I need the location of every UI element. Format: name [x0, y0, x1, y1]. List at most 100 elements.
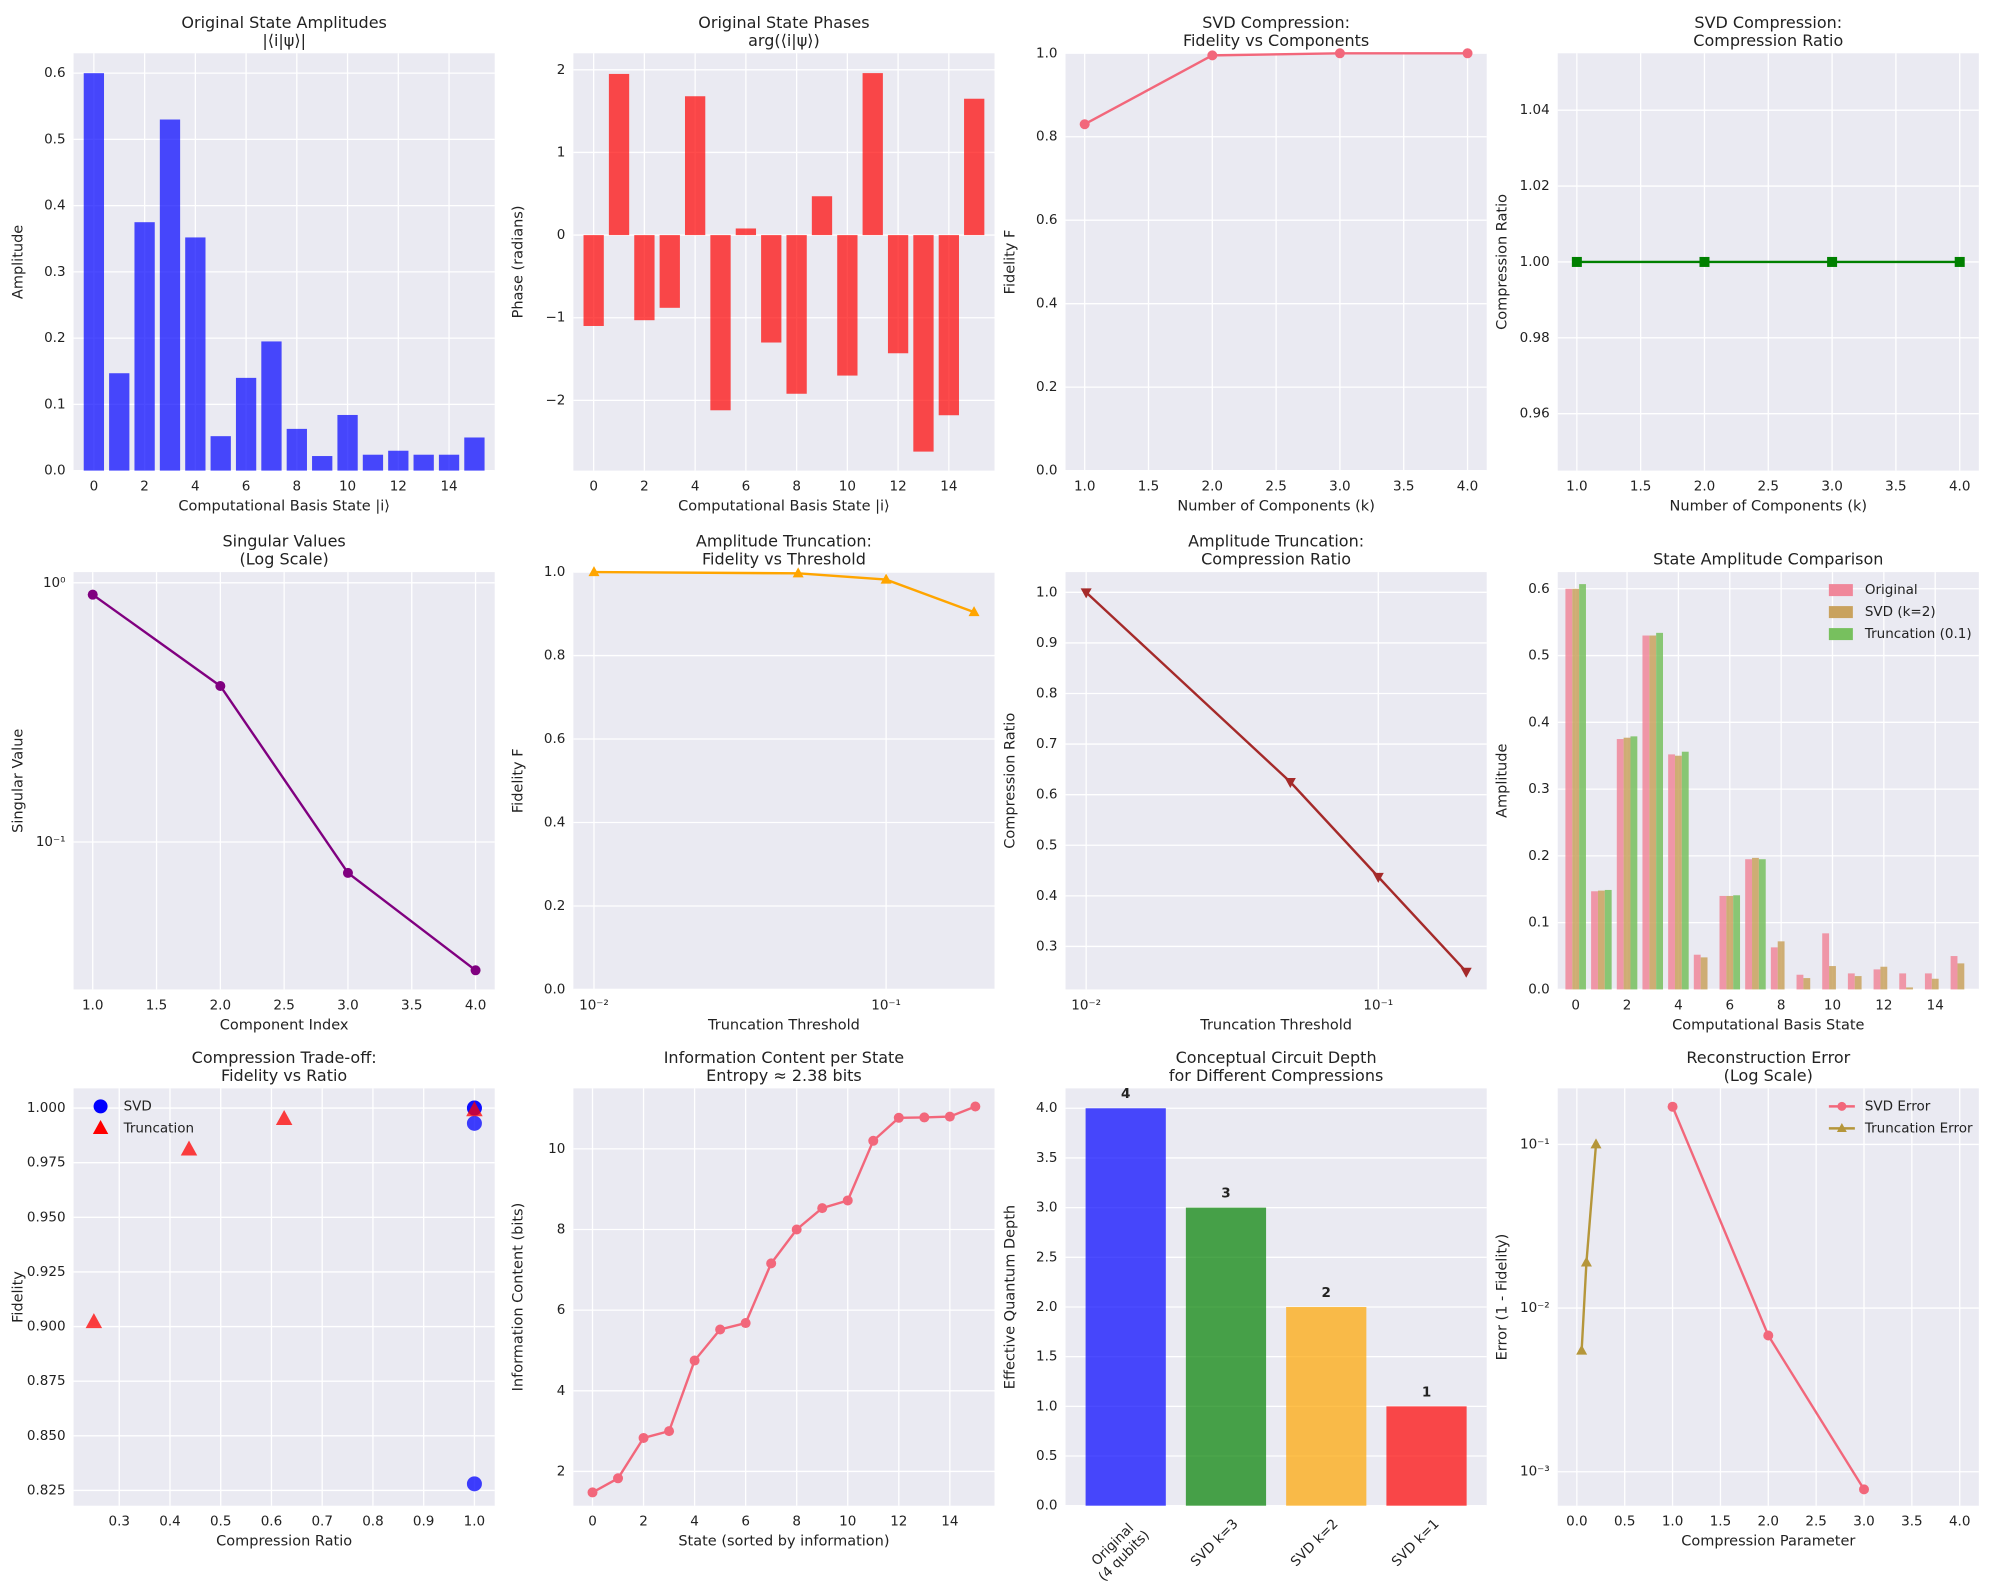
x-axis-label: Truncation Threshold	[1199, 1017, 1352, 1033]
marker	[689, 1355, 700, 1366]
y-tick-label: 0.5	[1528, 648, 1549, 664]
y-tick-label: 4	[557, 1383, 566, 1399]
x-tick-label: 2.5	[273, 997, 294, 1013]
bar	[583, 235, 604, 326]
x-tick-label: 4.0	[1457, 479, 1478, 495]
x-tick-label: 6	[742, 479, 751, 495]
marker	[1859, 1484, 1870, 1495]
y-tick-label: 0.5	[44, 131, 65, 147]
marker	[1763, 1330, 1774, 1341]
y-axis-label: Amplitude	[1495, 744, 1511, 818]
y-tick-label: 0.6	[44, 65, 65, 81]
x-tick-label: 2.5	[1805, 1514, 1826, 1530]
x-tick-label: 0	[588, 1514, 597, 1530]
y-tick-label: 0.4	[544, 814, 565, 830]
marker	[85, 1313, 103, 1329]
x-tick-label: 0.6	[261, 1514, 282, 1530]
bar	[1726, 895, 1734, 990]
marker	[1571, 256, 1582, 267]
chart-title: State Amplitude Comparison	[1653, 550, 1883, 569]
x-tick-label: 10⁻²	[579, 997, 609, 1013]
marker	[1699, 256, 1710, 267]
marker	[1080, 588, 1092, 599]
legend-label: Original	[1865, 582, 1918, 598]
x-tick-label: 8	[1777, 997, 1786, 1013]
y-tick-label: 0.96	[1520, 406, 1550, 422]
bar	[1185, 1207, 1267, 1506]
line	[92, 593, 477, 972]
line	[593, 570, 975, 614]
y-tick-label: 0.825	[27, 1482, 66, 1498]
y-axis-label: Fidelity	[11, 1271, 27, 1323]
bar	[1630, 736, 1638, 990]
chart-title: Amplitude Truncation:	[1188, 532, 1364, 551]
marker	[740, 1318, 751, 1329]
y-tick-label: 0.8	[1036, 129, 1057, 145]
y-tick-label: 0.4	[1036, 888, 1057, 904]
marker	[919, 1112, 930, 1123]
bar	[786, 235, 807, 394]
x-tick-label: 8	[293, 479, 302, 495]
x-tick-label: 1.5	[1710, 1514, 1731, 1530]
marker	[1837, 1101, 1847, 1111]
legend-label: SVD (k=2)	[1865, 604, 1936, 620]
x-tick-label: 10	[839, 479, 856, 495]
y-tick-label: 8	[557, 1222, 566, 1238]
x-tick-label: 4.0	[1949, 479, 1970, 495]
marker	[1667, 1101, 1678, 1112]
marker	[613, 1473, 624, 1484]
marker	[342, 867, 353, 878]
y-tick-label: 10⁻¹	[1520, 1136, 1550, 1152]
y-tick-label: 1.02	[1520, 178, 1550, 194]
bar	[1847, 973, 1855, 990]
y-tick-label: 6	[557, 1302, 566, 1318]
chart-title: Compression Ratio	[1201, 550, 1351, 569]
bar	[1616, 739, 1624, 990]
x-tick-label: 2	[1623, 997, 1632, 1013]
bar	[438, 454, 460, 471]
marker	[87, 589, 98, 600]
bar	[1579, 584, 1586, 990]
y-axis-label: Fidelity F	[1003, 230, 1019, 295]
x-tick-label: 2	[140, 479, 149, 495]
x-tick-label: 3.0	[337, 997, 358, 1013]
bar	[1649, 635, 1657, 990]
x-tick-label: 3.5	[1393, 479, 1414, 495]
x-axis-label: Compression Parameter	[1681, 1534, 1855, 1550]
legend-swatch	[1828, 584, 1853, 597]
bar	[710, 235, 731, 411]
bar	[1822, 933, 1830, 990]
line	[591, 1105, 976, 1494]
value-label: 2	[1322, 1285, 1331, 1301]
bar	[109, 373, 130, 471]
y-tick-label: 10⁻³	[1520, 1464, 1550, 1480]
marker	[868, 1135, 879, 1146]
value-label: 1	[1422, 1384, 1431, 1400]
x-tick-label: 0.4	[159, 1514, 180, 1530]
legend-swatch	[1828, 628, 1853, 641]
y-tick-label: 2	[557, 1463, 566, 1479]
x-axis-label: Truncation Threshold	[707, 1017, 860, 1033]
marker	[842, 1195, 853, 1206]
bar	[1873, 969, 1881, 990]
bar	[134, 222, 155, 471]
marker	[588, 566, 600, 577]
chart-title: Conceptual Circuit Depth	[1176, 1048, 1377, 1067]
chart-title: (Log Scale)	[240, 550, 329, 569]
chart-title: Fidelity vs Ratio	[221, 1066, 347, 1085]
x-tick-label: 10	[839, 1514, 856, 1530]
marker	[766, 1258, 777, 1269]
y-axis-label: Compression Ratio	[1003, 713, 1019, 849]
bar	[1565, 588, 1573, 990]
x-tick-label: 2	[640, 479, 649, 495]
bar	[1752, 857, 1759, 990]
chart-title: Compression Trade-off:	[192, 1048, 377, 1067]
y-tick-label: 1.04	[1520, 102, 1550, 118]
bar	[1642, 635, 1650, 990]
x-tick-label: 4	[691, 479, 700, 495]
y-tick-label: 2	[557, 62, 566, 78]
bar	[159, 119, 181, 471]
y-tick-label: 0.98	[1520, 330, 1550, 346]
x-tick-label: 1.0	[1566, 479, 1587, 495]
x-tick-label: 10⁻¹	[1363, 997, 1393, 1013]
